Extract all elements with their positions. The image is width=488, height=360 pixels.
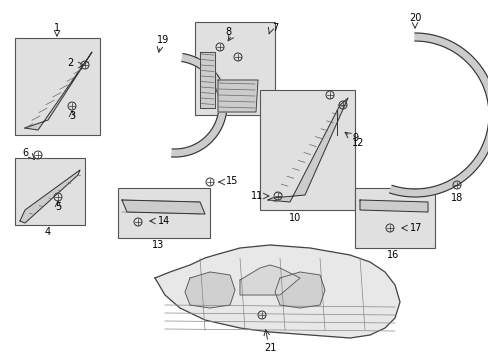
Bar <box>354 188 434 248</box>
Text: 21: 21 <box>263 343 276 353</box>
Text: 14: 14 <box>158 216 170 226</box>
Bar <box>195 22 274 115</box>
Text: 6: 6 <box>22 148 28 158</box>
Text: 17: 17 <box>409 223 422 233</box>
Text: 5: 5 <box>55 202 61 212</box>
Bar <box>15 38 100 135</box>
Text: 19: 19 <box>157 35 169 45</box>
Bar <box>118 188 209 238</box>
Text: 7: 7 <box>271 23 278 33</box>
Polygon shape <box>359 200 427 212</box>
Text: 8: 8 <box>224 27 230 37</box>
Polygon shape <box>267 98 347 202</box>
Text: 11: 11 <box>250 191 263 201</box>
Text: 20: 20 <box>408 13 420 23</box>
Polygon shape <box>274 272 325 308</box>
Text: 12: 12 <box>351 138 364 148</box>
Polygon shape <box>25 52 92 130</box>
Text: 15: 15 <box>225 176 238 186</box>
Text: 16: 16 <box>386 250 398 260</box>
Text: 1: 1 <box>54 23 60 33</box>
Polygon shape <box>20 170 80 223</box>
Polygon shape <box>184 272 235 308</box>
Text: 2: 2 <box>67 58 73 68</box>
Polygon shape <box>389 33 488 197</box>
Text: 3: 3 <box>69 111 75 121</box>
Polygon shape <box>200 52 215 108</box>
Bar <box>15 158 85 225</box>
Text: 10: 10 <box>288 213 301 223</box>
Text: 4: 4 <box>45 227 51 237</box>
Polygon shape <box>155 245 399 338</box>
Text: 9: 9 <box>351 133 357 143</box>
Polygon shape <box>171 54 226 157</box>
Polygon shape <box>218 80 258 112</box>
Text: 18: 18 <box>450 193 462 203</box>
Polygon shape <box>122 200 204 214</box>
Text: 13: 13 <box>152 240 164 250</box>
Bar <box>260 90 354 210</box>
Polygon shape <box>240 265 299 295</box>
